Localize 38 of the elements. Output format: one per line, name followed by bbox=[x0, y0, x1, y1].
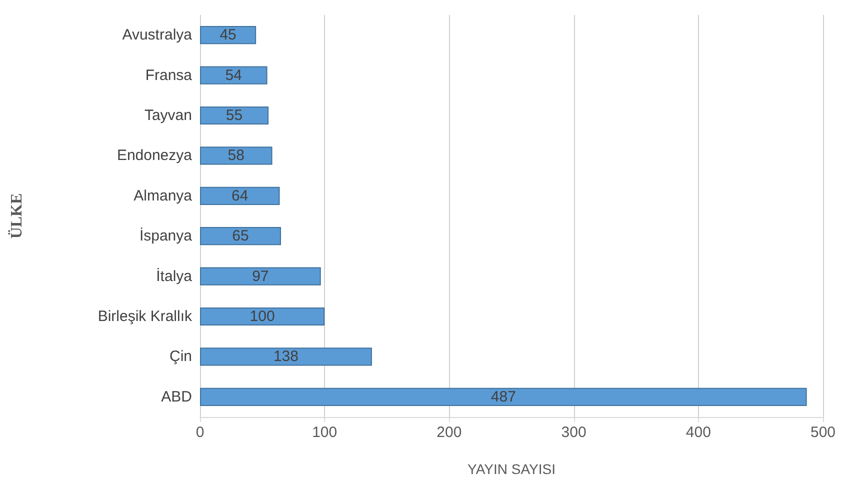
bar bbox=[200, 66, 268, 84]
data-label: 55 bbox=[226, 107, 243, 124]
y-tick-label: İtalya bbox=[156, 266, 193, 285]
bar bbox=[200, 186, 280, 205]
y-tick-label: Almanya bbox=[134, 187, 193, 204]
x-tick-label: 300 bbox=[561, 424, 586, 441]
data-label: 487 bbox=[490, 388, 516, 406]
data-label: 58 bbox=[228, 147, 244, 164]
data-label: 45 bbox=[220, 26, 236, 44]
x-tick-label: 500 bbox=[810, 424, 836, 441]
bar bbox=[200, 307, 325, 326]
x-tick-label: 0 bbox=[196, 424, 204, 441]
y-tick-label: Fransa bbox=[145, 66, 193, 84]
y-tick-label: ABD bbox=[161, 388, 192, 406]
data-label: 97 bbox=[252, 268, 269, 285]
x-axis-title: YAYIN SAYISI bbox=[468, 461, 556, 477]
y-tick-label: Birleşik Krallık bbox=[98, 308, 192, 325]
x-tick-label: 200 bbox=[436, 424, 462, 441]
data-label: 54 bbox=[225, 66, 242, 84]
x-tick-label: 100 bbox=[312, 424, 338, 441]
bar bbox=[200, 388, 807, 406]
y-tick-label: Tayvan bbox=[144, 107, 192, 124]
data-label: 65 bbox=[232, 228, 249, 245]
y-tick-label: Çin bbox=[169, 348, 192, 366]
y-tick-label: Avustralya bbox=[122, 26, 193, 44]
data-label: 138 bbox=[273, 348, 298, 366]
bar bbox=[200, 227, 281, 246]
y-tick-label: Endonezya bbox=[116, 147, 193, 164]
y-axis-title: ÜLKE bbox=[8, 193, 26, 239]
bar bbox=[200, 348, 372, 366]
bar bbox=[200, 146, 272, 165]
x-tick-label: 400 bbox=[686, 424, 711, 441]
data-label: 64 bbox=[232, 187, 248, 204]
bar bbox=[200, 106, 269, 125]
bar bbox=[200, 26, 256, 44]
data-label: 100 bbox=[250, 308, 275, 325]
bar bbox=[200, 267, 321, 286]
y-tick-label: İspanya bbox=[139, 226, 193, 245]
